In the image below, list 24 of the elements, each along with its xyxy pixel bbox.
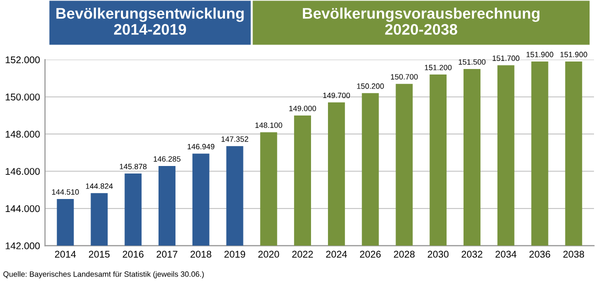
x-tick-label: 2026 xyxy=(360,250,381,258)
y-tick-label: 150.000 xyxy=(6,94,40,100)
y-tick-label: 144.000 xyxy=(6,205,40,212)
x-tick-label: 2038 xyxy=(563,250,584,258)
x-tick-label: 2015 xyxy=(88,250,110,258)
x-tick-label: 2036 xyxy=(529,250,550,258)
x-tick-label: 2022 xyxy=(292,250,313,258)
x-tick-label: 2034 xyxy=(496,250,516,258)
y-tick-label: 148.000 xyxy=(6,130,40,138)
y-tick-label: 146.000 xyxy=(6,168,40,175)
x-tick-label: 2024 xyxy=(326,250,347,258)
x-tick-label: 2019 xyxy=(224,250,246,258)
y-tick-label: 152.000 xyxy=(6,56,40,64)
x-tick-label: 2016 xyxy=(122,250,144,258)
text: Bevölkerungsvorausberechnung 2020-2038 xyxy=(302,8,540,35)
x-tick-label: 2017 xyxy=(156,250,178,258)
x-tick-label: 2032 xyxy=(462,250,482,258)
x-tick-label: 2030 xyxy=(428,250,449,258)
x-tick-label: 2014 xyxy=(55,250,76,258)
x-tick-label: 2028 xyxy=(394,250,415,258)
y-tick-label: 142.000 xyxy=(6,242,40,250)
text: Bevölkerungsentwicklung 2014-2019 xyxy=(56,8,244,35)
x-tick-label: 2020 xyxy=(258,250,280,258)
x-tick-label: 2018 xyxy=(190,250,212,258)
